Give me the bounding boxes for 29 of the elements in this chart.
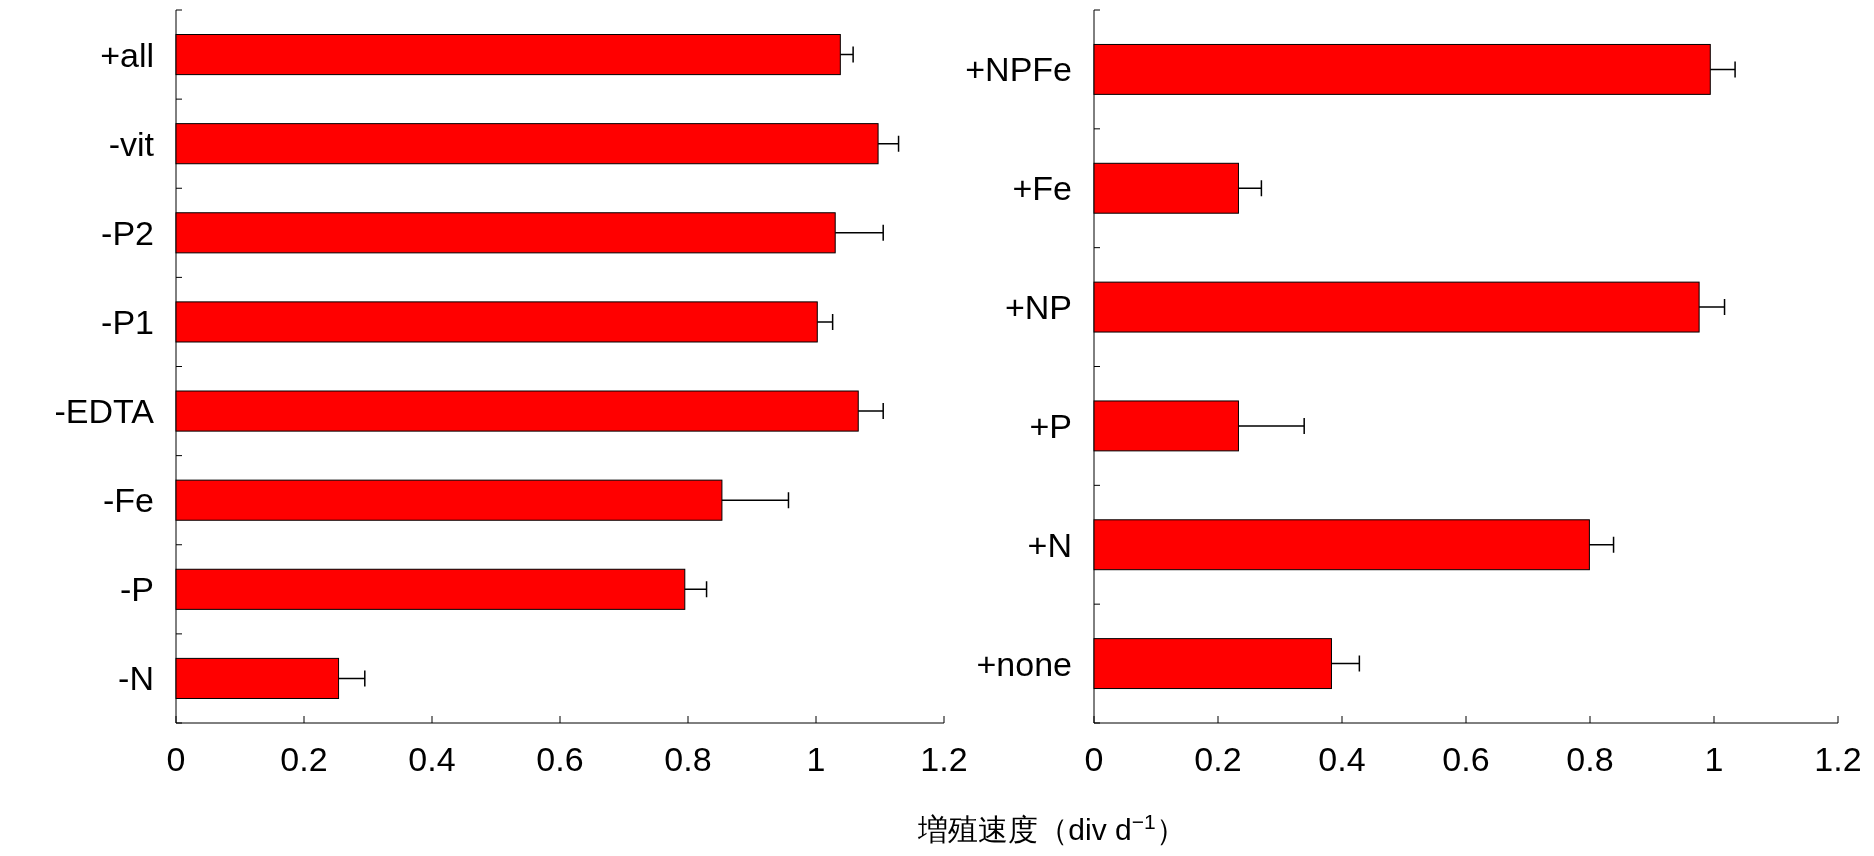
x-axis-title: 増殖速度（div d$^{−1}$） xyxy=(917,809,1186,846)
x-tick-label: 1 xyxy=(1704,740,1724,778)
y-tick-label: -Fe xyxy=(103,481,154,520)
x-tick-label: 0.2 xyxy=(280,740,328,778)
y-tick-label: +Fe xyxy=(1012,169,1072,208)
y-tick-label: +none xyxy=(976,644,1072,683)
y-tick-label: -P xyxy=(120,570,154,609)
x-tick-label: 0.4 xyxy=(1318,740,1366,778)
y-tick-label: +NPFe xyxy=(965,50,1072,89)
x-tick-label: 0.6 xyxy=(536,740,584,778)
x-tick-label: 1 xyxy=(806,740,826,778)
x-tick-label: 0.8 xyxy=(664,740,712,778)
y-tick-label: +NP xyxy=(1004,288,1072,327)
y-tick-label: -vit xyxy=(108,124,155,163)
y-tick-label: -P1 xyxy=(101,302,154,341)
y-tick-label: -EDTA xyxy=(54,392,155,431)
y-tick-label: +N xyxy=(1027,525,1072,564)
x-tick-label: 0.8 xyxy=(1566,740,1614,778)
y-tick-label: -P2 xyxy=(101,213,154,252)
x-tick-label: 0 xyxy=(166,740,186,778)
y-tick-label: +all xyxy=(100,35,154,74)
y-tick-label: +P xyxy=(1029,406,1072,445)
x-tick-label: 0.4 xyxy=(408,740,456,778)
x-tick-label: 0.6 xyxy=(1442,740,1490,778)
y-tick-label: -N xyxy=(118,659,154,698)
x-tick-label: 0.2 xyxy=(1194,740,1242,778)
x-tick-label: 1.2 xyxy=(920,740,968,778)
x-tick-label: 0 xyxy=(1084,740,1104,778)
x-tick-label: 1.2 xyxy=(1814,740,1862,778)
